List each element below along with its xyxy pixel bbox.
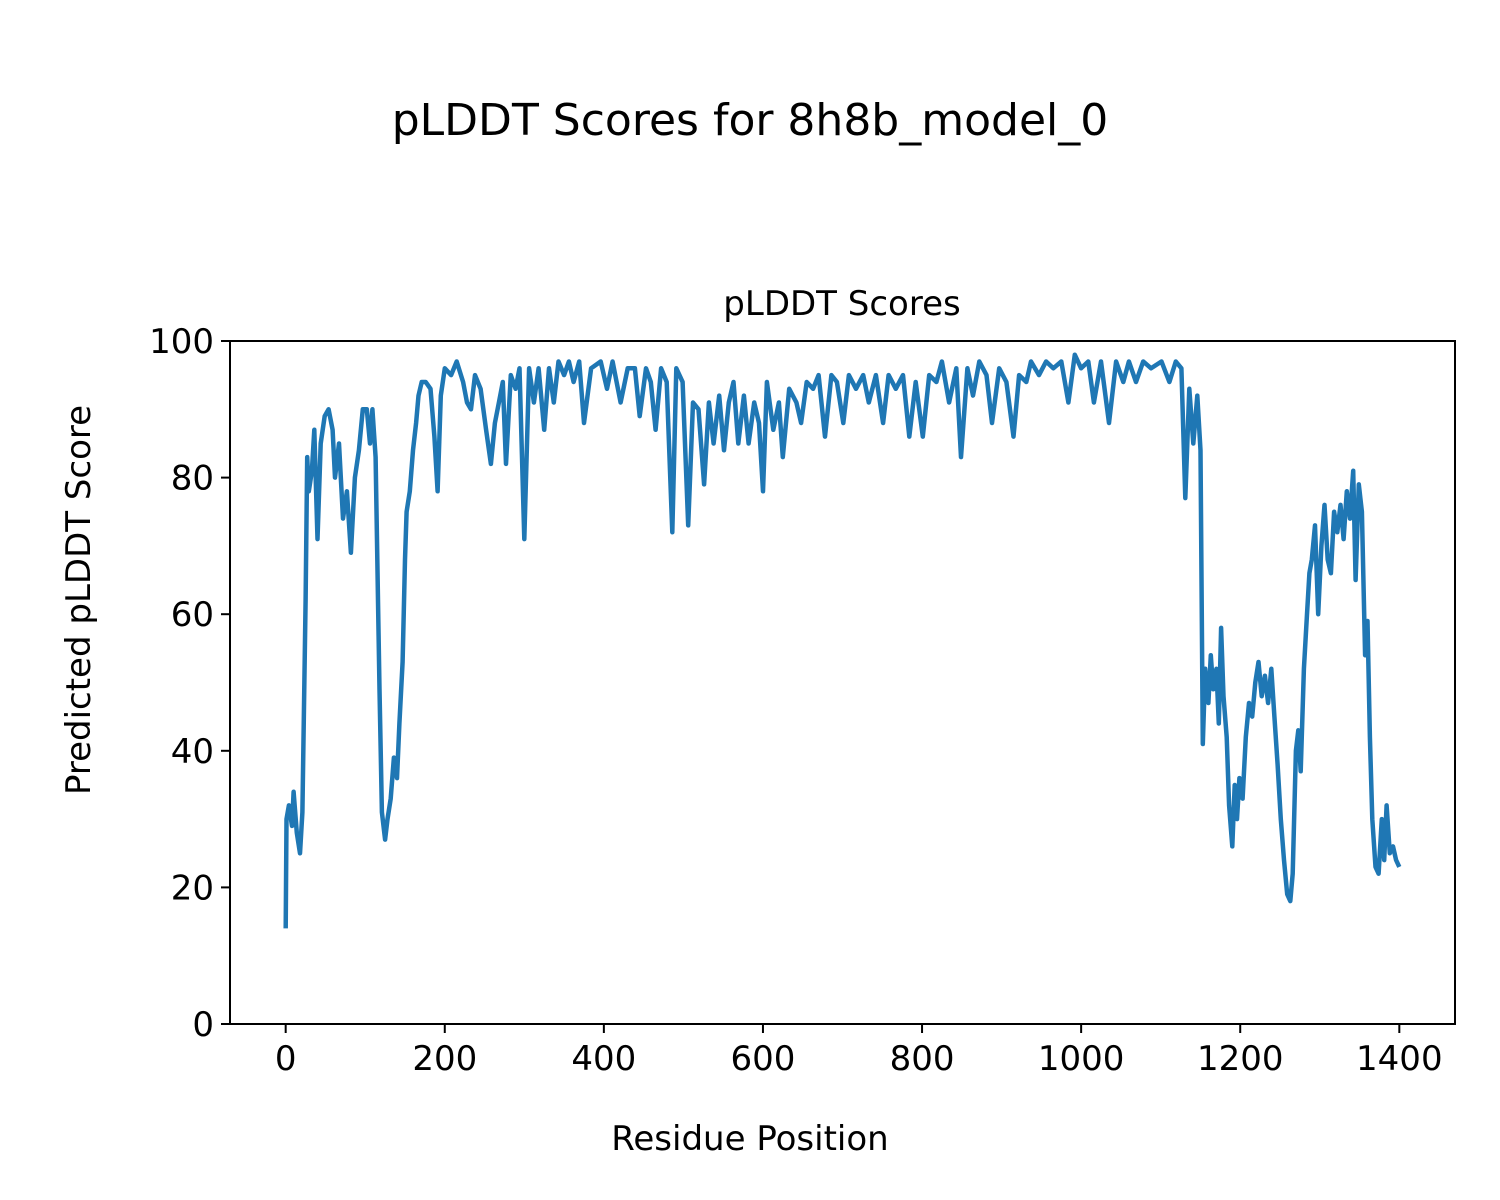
- figure-title: pLDDT Scores for 8h8b_model_0: [392, 95, 1109, 146]
- y-tick-label: 60: [171, 595, 214, 635]
- x-tick-label: 0: [275, 1039, 297, 1079]
- x-tick-label: 400: [571, 1039, 636, 1079]
- plot-frame: [229, 340, 1456, 1025]
- series-line-plddt: [283, 352, 1402, 929]
- plot-lines: [283, 352, 1402, 929]
- y-tick-label: 0: [192, 1005, 214, 1045]
- y-tick-label: 40: [171, 732, 214, 772]
- x-tick-label: 1000: [1038, 1039, 1125, 1079]
- x-tick-label: 1200: [1197, 1039, 1284, 1079]
- y-tick-label: 100: [149, 322, 214, 362]
- axis-ticks: 0 200 400 600 800 1000 1200 1400 0 20 40 60 80 100: [149, 322, 1442, 1079]
- x-tick-label: 1400: [1356, 1039, 1443, 1079]
- y-axis-label: Predicted pLDDT Score: [59, 405, 99, 795]
- y-tick-label: 20: [171, 868, 214, 908]
- x-tick-label: 200: [412, 1039, 477, 1079]
- x-tick-label: 800: [890, 1039, 955, 1079]
- y-tick-label: 80: [171, 459, 214, 499]
- x-axis-label: Residue Position: [611, 1119, 888, 1159]
- x-tick-label: 600: [731, 1039, 796, 1079]
- axes-title: pLDDT Scores: [723, 284, 960, 324]
